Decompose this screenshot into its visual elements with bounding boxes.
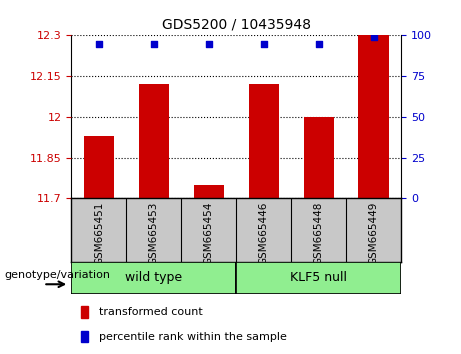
Bar [359, 35, 389, 198]
Bar [139, 84, 169, 198]
Point [315, 41, 322, 46]
Text: GSM665449: GSM665449 [369, 201, 378, 265]
Bar [84, 136, 114, 198]
Text: GSM665454: GSM665454 [204, 201, 214, 265]
Bar [248, 84, 279, 198]
Text: GSM665453: GSM665453 [149, 201, 159, 265]
Point [370, 34, 377, 40]
Point [150, 41, 158, 46]
Bar [71, 262, 236, 294]
Bar [81, 331, 88, 343]
Text: transformed count: transformed count [100, 307, 203, 317]
Text: GSM665446: GSM665446 [259, 201, 269, 265]
Text: genotype/variation: genotype/variation [5, 270, 111, 280]
Point [205, 41, 213, 46]
Text: percentile rank within the sample: percentile rank within the sample [100, 332, 287, 342]
Title: GDS5200 / 10435948: GDS5200 / 10435948 [162, 17, 311, 32]
Text: wild type: wild type [125, 272, 183, 284]
Point [95, 41, 103, 46]
Bar [194, 185, 224, 198]
Bar [303, 117, 334, 198]
Text: GSM665451: GSM665451 [94, 201, 104, 265]
Bar [236, 262, 401, 294]
Bar [81, 306, 88, 318]
Text: GSM665448: GSM665448 [313, 201, 324, 265]
Text: KLF5 null: KLF5 null [290, 272, 347, 284]
Point [260, 41, 267, 46]
